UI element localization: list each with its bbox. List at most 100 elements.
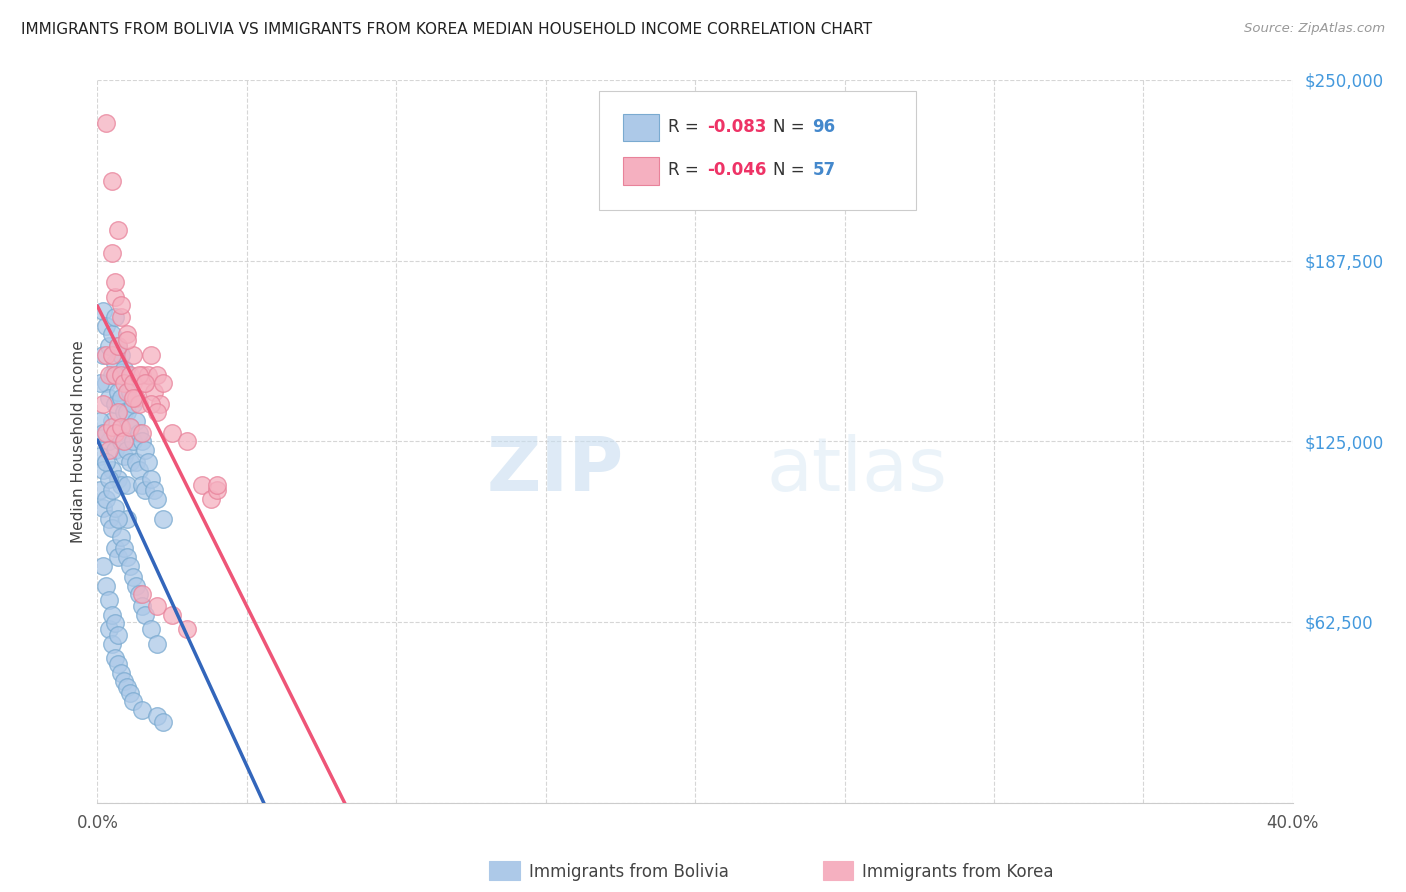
- Text: Immigrants from Korea: Immigrants from Korea: [862, 863, 1053, 881]
- Point: [96, 348, 118, 362]
- Point: [98, 593, 121, 607]
- Point: [112, 405, 135, 419]
- Point: [101, 637, 124, 651]
- Text: Source: ZipAtlas.com: Source: ZipAtlas.com: [1244, 22, 1385, 36]
- Text: Immigrants from Bolivia: Immigrants from Bolivia: [529, 863, 728, 881]
- Point: [91, 463, 114, 477]
- Point: [146, 637, 169, 651]
- Point: [115, 477, 138, 491]
- Point: [104, 290, 127, 304]
- Point: [160, 425, 183, 440]
- Point: [115, 405, 138, 419]
- Text: -0.083: -0.083: [707, 118, 766, 136]
- Point: [125, 454, 148, 468]
- Point: [122, 348, 145, 362]
- Point: [96, 425, 118, 440]
- Point: [112, 434, 135, 449]
- Point: [176, 622, 198, 636]
- Point: [91, 397, 114, 411]
- Point: [128, 425, 150, 440]
- Point: [125, 579, 148, 593]
- Point: [191, 477, 214, 491]
- Point: [101, 246, 124, 260]
- Point: [98, 15, 121, 29]
- Point: [120, 368, 142, 382]
- Point: [141, 348, 163, 362]
- Point: [115, 385, 138, 400]
- Point: [112, 376, 135, 391]
- Point: [136, 454, 159, 468]
- Text: ZIP: ZIP: [486, 434, 623, 507]
- Point: [98, 368, 121, 382]
- Point: [98, 472, 121, 486]
- Point: [115, 549, 138, 564]
- Point: [131, 434, 153, 449]
- Point: [89, 483, 111, 498]
- Text: N =: N =: [773, 161, 810, 179]
- Point: [96, 579, 118, 593]
- Point: [91, 425, 114, 440]
- Point: [96, 454, 118, 468]
- Point: [107, 339, 129, 353]
- Point: [152, 512, 174, 526]
- Point: [110, 665, 132, 680]
- Point: [96, 116, 118, 130]
- Point: [112, 541, 135, 556]
- Point: [107, 628, 129, 642]
- Point: [107, 472, 129, 486]
- Point: [101, 607, 124, 622]
- Point: [96, 376, 118, 391]
- Point: [112, 449, 135, 463]
- Text: R =: R =: [668, 118, 703, 136]
- Point: [134, 376, 156, 391]
- Point: [104, 397, 127, 411]
- FancyBboxPatch shape: [623, 114, 659, 142]
- Point: [89, 414, 111, 428]
- Point: [101, 483, 124, 498]
- Point: [143, 385, 166, 400]
- Point: [134, 376, 156, 391]
- FancyBboxPatch shape: [599, 91, 917, 210]
- Point: [110, 477, 132, 491]
- Point: [98, 434, 121, 449]
- Point: [115, 327, 138, 342]
- Point: [104, 500, 127, 515]
- FancyBboxPatch shape: [623, 157, 659, 185]
- Point: [115, 512, 138, 526]
- Point: [104, 275, 127, 289]
- Point: [122, 397, 145, 411]
- Text: 96: 96: [813, 118, 835, 136]
- Y-axis label: Median Household Income: Median Household Income: [72, 340, 86, 542]
- Point: [146, 492, 169, 507]
- Point: [110, 434, 132, 449]
- Point: [131, 587, 153, 601]
- Point: [98, 391, 121, 405]
- Point: [104, 541, 127, 556]
- Point: [134, 483, 156, 498]
- Point: [101, 348, 124, 362]
- Point: [104, 310, 127, 324]
- Point: [107, 339, 129, 353]
- Point: [101, 368, 124, 382]
- Point: [152, 376, 174, 391]
- Point: [160, 607, 183, 622]
- Point: [101, 327, 124, 342]
- Point: [146, 599, 169, 613]
- Point: [205, 477, 228, 491]
- Point: [122, 391, 145, 405]
- Point: [131, 599, 153, 613]
- Point: [120, 454, 142, 468]
- Point: [205, 483, 228, 498]
- Point: [146, 709, 169, 723]
- Point: [104, 616, 127, 631]
- Point: [141, 622, 163, 636]
- Point: [134, 607, 156, 622]
- Point: [176, 434, 198, 449]
- Point: [122, 694, 145, 708]
- Point: [115, 368, 138, 382]
- Point: [122, 376, 145, 391]
- Point: [104, 356, 127, 370]
- Point: [104, 651, 127, 665]
- Point: [143, 483, 166, 498]
- Point: [131, 477, 153, 491]
